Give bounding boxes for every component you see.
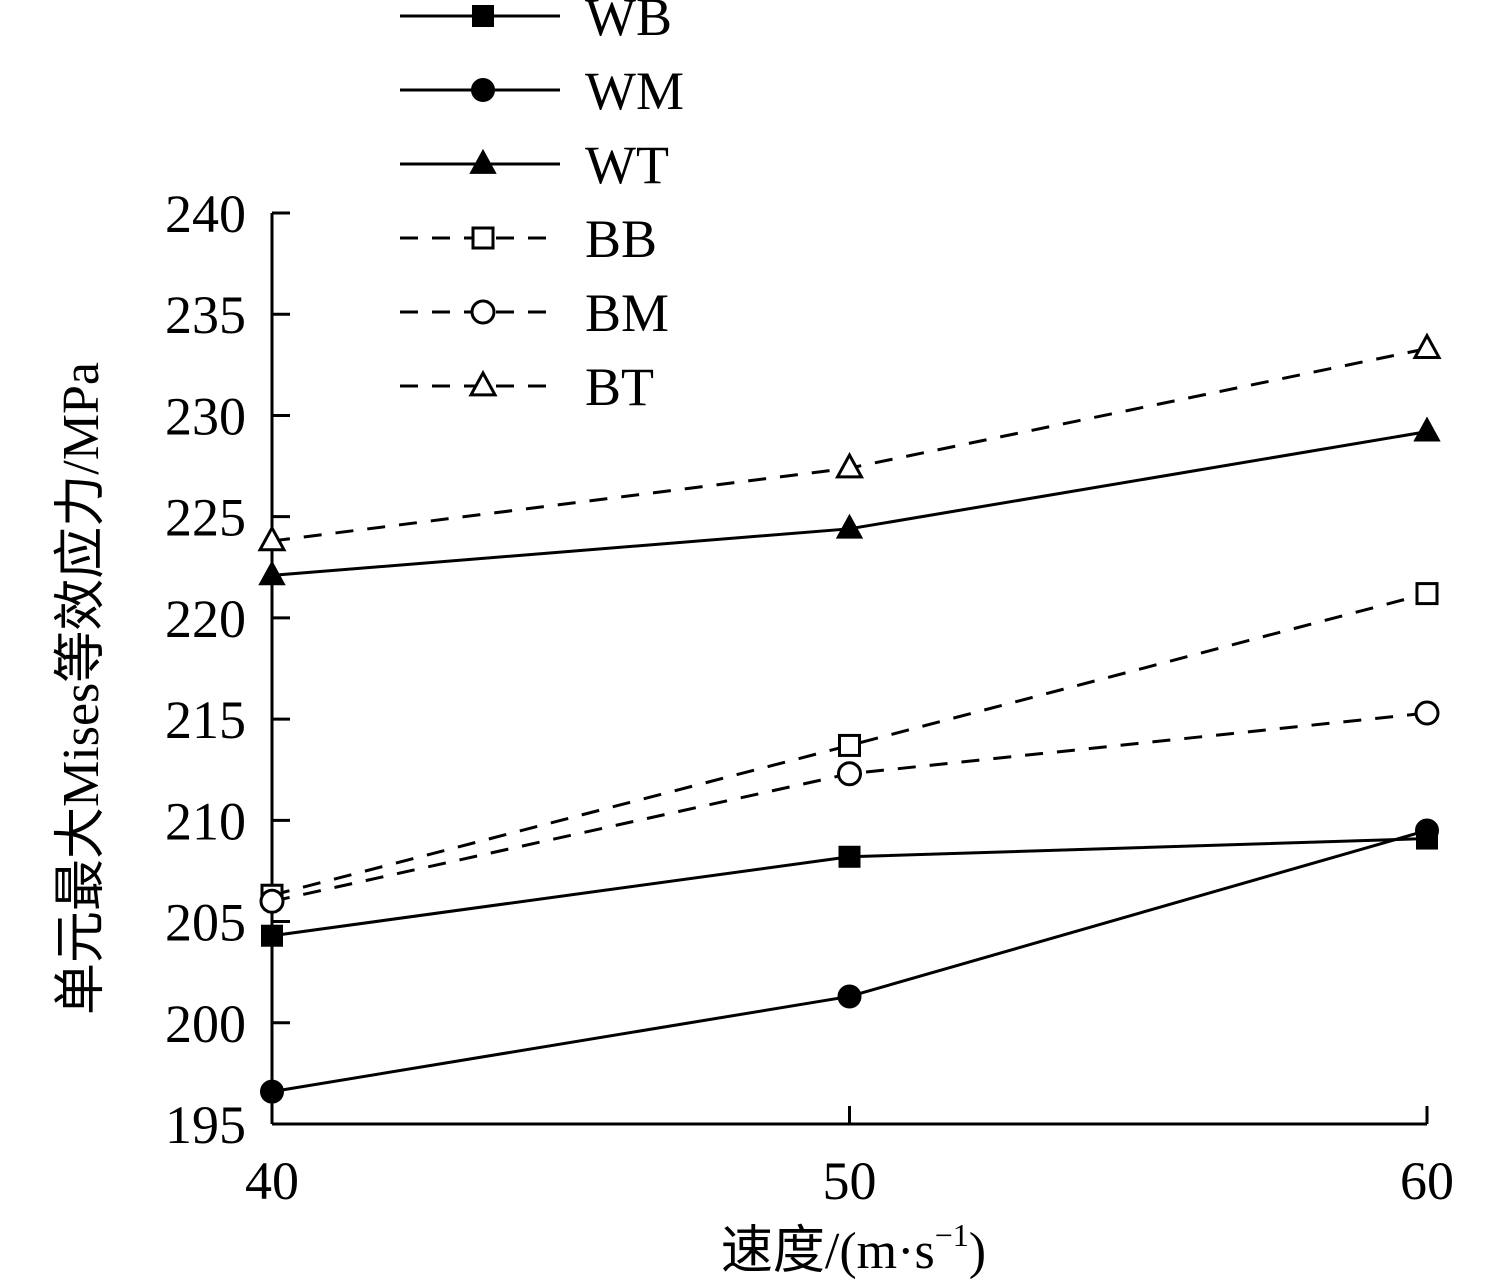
legend-marker	[471, 226, 495, 250]
series-line-wm	[271, 829, 1428, 1094]
series-line-bt	[271, 347, 1428, 543]
y-tick-label: 210	[165, 791, 246, 851]
series-layer	[257, 332, 1442, 1104]
y-tick-label: 240	[165, 184, 246, 244]
x-axis-label-superscript: −1	[935, 1217, 969, 1253]
y-axis-label: 单元最大Mises等效应力/MPa	[53, 362, 110, 1015]
legend-item-bt: BT	[400, 357, 654, 417]
y-tick-label: 205	[165, 893, 246, 953]
x-axis-label-suffix: )	[969, 1223, 986, 1280]
legend-label: BB	[585, 209, 657, 269]
x-tick-label: 50	[823, 1151, 877, 1211]
legend: WB WM WT BB BM BT	[400, 0, 684, 417]
legend-item-wb: WB	[400, 0, 672, 47]
legend-marker	[468, 369, 498, 397]
data-point-wb	[261, 924, 283, 947]
legend-label: BM	[585, 283, 669, 343]
data-point-bb	[838, 733, 861, 757]
x-tick-label: 40	[245, 1151, 299, 1211]
legend-item-bb: BB	[400, 209, 657, 269]
legend-marker	[472, 5, 494, 27]
y-tick-label: 195	[165, 1095, 246, 1155]
data-point-wm	[837, 984, 862, 1009]
data-point-wt	[258, 560, 286, 586]
legend-marker	[471, 78, 495, 102]
legend-item-wt: WT	[400, 135, 669, 195]
data-point-bb	[1415, 582, 1439, 606]
data-point-wt	[1413, 416, 1441, 442]
data-point-wm	[260, 1079, 284, 1104]
data-point-bm	[259, 888, 285, 914]
y-tick-label: 200	[165, 994, 246, 1054]
x-axis-label-main: 速度/(m·s	[721, 1223, 935, 1280]
data-point-bt	[1412, 332, 1442, 359]
series-wb	[261, 827, 1438, 947]
series-bm	[259, 700, 1440, 914]
y-tick-label: 215	[165, 690, 246, 750]
legend-item-wm: WM	[400, 61, 684, 121]
y-tick-label: 235	[165, 285, 246, 345]
legend-marker	[470, 299, 496, 325]
series-wt	[258, 416, 1441, 586]
legend-item-bm: BM	[400, 283, 669, 343]
data-point-bm	[1414, 700, 1440, 726]
y-tick-label: 225	[165, 488, 246, 548]
legend-label: WT	[585, 135, 669, 195]
data-point-wt	[835, 513, 864, 539]
series-line-bb	[271, 592, 1428, 897]
data-point-bt	[834, 451, 865, 479]
data-point-wb	[838, 845, 861, 868]
x-axis-label: 速度/(m·s−1)	[721, 1217, 986, 1280]
legend-label: WM	[585, 61, 684, 121]
y-tick-label: 230	[165, 386, 246, 446]
legend-label: BT	[585, 357, 654, 417]
series-wm	[260, 818, 1439, 1104]
data-point-bm	[837, 761, 862, 787]
legend-marker	[469, 148, 497, 174]
x-tick-label: 60	[1400, 1151, 1454, 1211]
ticks: 195 200 205 210 215 220 225 230 235 240 40 50 60	[165, 184, 1454, 1211]
data-point-wm	[1415, 818, 1439, 843]
legend-label: WB	[585, 0, 672, 47]
series-bt	[257, 332, 1442, 552]
data-point-bt	[257, 524, 287, 552]
y-tick-label: 220	[165, 589, 246, 649]
